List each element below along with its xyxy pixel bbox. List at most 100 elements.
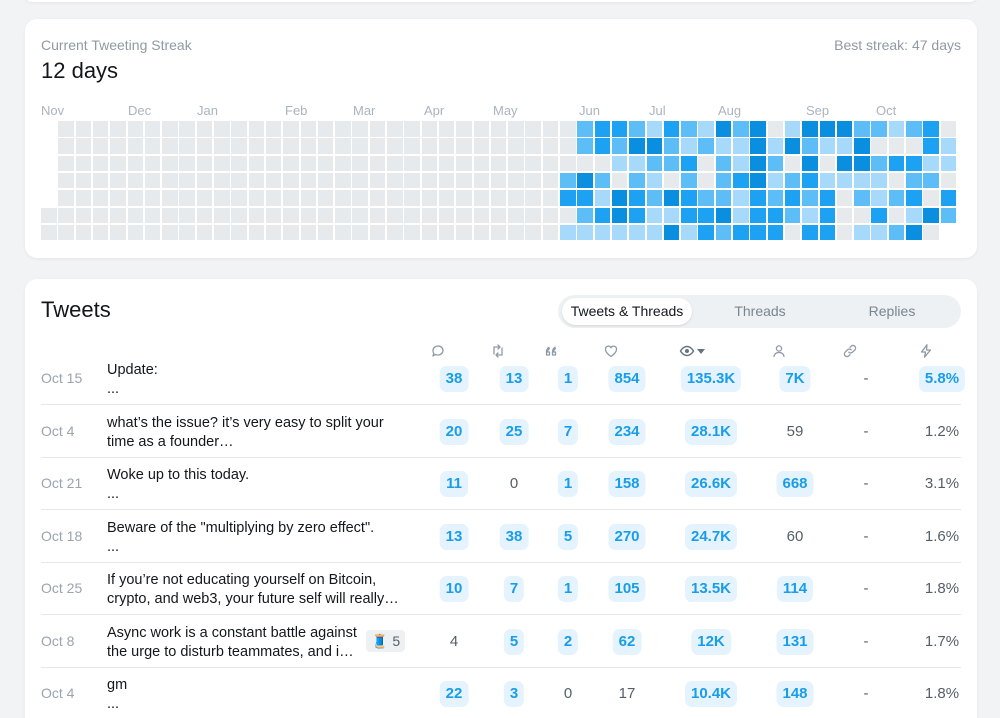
heatmap-cell[interactable] [283,207,299,223]
heatmap-cell[interactable] [750,224,766,241]
heatmap-cell[interactable] [352,190,368,206]
heatmap-cell[interactable] [646,172,662,189]
heatmap-cell[interactable] [646,155,662,172]
heatmap-cell[interactable] [525,155,541,172]
heatmap-cell[interactable] [369,190,386,206]
heatmap-cell[interactable] [110,121,126,137]
heatmap-cell[interactable] [802,190,818,206]
heatmap-cell[interactable] [421,121,438,137]
heatmap-cell[interactable] [265,190,282,206]
heatmap-cell[interactable] [508,121,524,137]
heatmap-cell[interactable] [594,155,611,172]
heatmap-cell[interactable] [404,155,420,172]
tweet-text[interactable]: Update:... [107,361,407,399]
tweet-text[interactable]: Beware of the "multiplying by zero effec… [107,519,407,557]
heatmap-cell[interactable] [594,138,611,154]
heatmap-cell[interactable] [542,207,559,223]
heatmap-cell[interactable] [369,224,386,241]
heatmap-cell[interactable] [577,224,593,241]
heatmap-cell[interactable] [750,138,766,154]
heatmap-cell[interactable] [387,172,403,189]
heatmap-cell[interactable] [854,155,870,172]
heatmap-cell[interactable] [542,121,559,137]
heatmap-cell[interactable] [698,190,714,206]
heatmap-cell[interactable] [733,172,749,189]
tweet-text[interactable]: what’s the issue? it’s very easy to spli… [107,414,407,452]
heatmap-cell[interactable] [888,172,905,189]
heatmap-cell[interactable] [110,172,126,189]
heatmap-cell[interactable] [231,155,247,172]
tab-replies[interactable]: Replies [868,303,916,319]
heatmap-cell[interactable] [438,172,455,189]
heatmap-cell[interactable] [490,224,507,241]
heatmap-cell[interactable] [41,224,57,241]
heatmap-cell[interactable] [594,121,611,137]
heatmap-cell[interactable] [715,224,732,241]
heatmap-cell[interactable] [750,121,766,137]
heatmap-cell[interactable] [733,224,749,241]
heatmap-cell[interactable] [127,138,143,154]
heatmap-cell[interactable] [300,190,316,206]
heatmap-cell[interactable] [836,190,853,206]
heatmap-cell[interactable] [456,190,472,206]
heatmap-cell[interactable] [404,138,420,154]
tweet-text[interactable]: Woke up to this today.... [107,466,407,504]
heatmap-cell[interactable] [715,172,732,189]
heatmap-cell[interactable] [352,172,368,189]
heatmap-cell[interactable] [231,138,247,154]
heatmap-cell[interactable] [611,224,628,241]
heatmap-cell[interactable] [923,121,939,137]
heatmap-cell[interactable] [335,224,351,241]
heatmap-cell[interactable] [144,138,161,154]
heatmap-cell[interactable] [854,207,870,223]
heatmap-cell[interactable] [542,138,559,154]
profile-visits-icon[interactable] [771,343,787,359]
heatmap-cell[interactable] [92,121,109,137]
heatmap-cell[interactable] [127,190,143,206]
heatmap-cell[interactable] [162,155,178,172]
heatmap-cell[interactable] [767,138,784,154]
heatmap-cell[interactable] [248,121,265,137]
heatmap-cell[interactable] [663,121,680,137]
heatmap-cell[interactable] [819,172,835,189]
heatmap-cell[interactable] [577,138,593,154]
heatmap-cell[interactable] [681,138,697,154]
heatmap-cell[interactable] [750,172,766,189]
heatmap-cell[interactable] [663,172,680,189]
heatmap-cell[interactable] [784,190,801,206]
heatmap-cell[interactable] [41,207,57,223]
heatmap-cell[interactable] [923,155,939,172]
heatmap-cell[interactable] [92,207,109,223]
heatmap-cell[interactable] [438,190,455,206]
heatmap-cell[interactable] [940,172,957,189]
heatmap-cell[interactable] [387,224,403,241]
heatmap-cell[interactable] [888,224,905,241]
tab-tweets-threads[interactable]: Tweets & Threads [562,298,692,325]
heatmap-cell[interactable] [265,121,282,137]
heatmap-cell[interactable] [179,172,195,189]
heatmap-cell[interactable] [888,207,905,223]
heatmap-cell[interactable] [577,207,593,223]
heatmap-cell[interactable] [819,121,835,137]
heatmap-cell[interactable] [854,190,870,206]
heatmap-cell[interactable] [715,155,732,172]
heatmap-cell[interactable] [127,155,143,172]
heatmap-cell[interactable] [906,138,922,154]
heatmap-cell[interactable] [940,121,957,137]
heatmap-cell[interactable] [317,224,334,241]
heatmap-cell[interactable] [577,190,593,206]
heatmap-cell[interactable] [283,138,299,154]
heatmap-cell[interactable] [58,121,74,137]
heatmap-cell[interactable] [58,224,74,241]
heatmap-cell[interactable] [698,121,714,137]
heatmap-cell[interactable] [906,207,922,223]
heatmap-cell[interactable] [369,155,386,172]
heatmap-cell[interactable] [144,207,161,223]
heatmap-cell[interactable] [300,224,316,241]
heatmap-cell[interactable] [629,224,645,241]
heatmap-cell[interactable] [871,138,887,154]
heatmap-cell[interactable] [888,121,905,137]
heatmap-cell[interactable] [421,155,438,172]
heatmap-cell[interactable] [352,207,368,223]
heatmap-cell[interactable] [525,172,541,189]
